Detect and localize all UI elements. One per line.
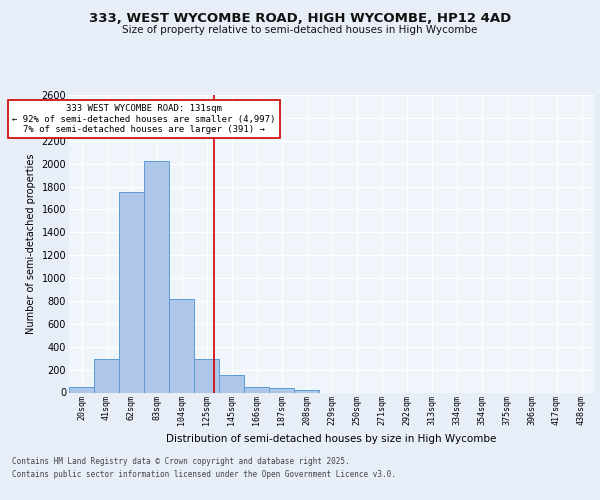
Text: Size of property relative to semi-detached houses in High Wycombe: Size of property relative to semi-detach… [122,25,478,35]
Text: Contains public sector information licensed under the Open Government Licence v3: Contains public sector information licen… [12,470,396,479]
Text: 333, WEST WYCOMBE ROAD, HIGH WYCOMBE, HP12 4AD: 333, WEST WYCOMBE ROAD, HIGH WYCOMBE, HP… [89,12,511,26]
Bar [69,387,94,392]
Bar [119,192,144,392]
X-axis label: Distribution of semi-detached houses by size in High Wycombe: Distribution of semi-detached houses by … [166,434,497,444]
Bar [144,162,169,392]
Bar [294,390,319,392]
Bar [194,360,219,392]
Y-axis label: Number of semi-detached properties: Number of semi-detached properties [26,154,36,334]
Text: 333 WEST WYCOMBE ROAD: 131sqm
← 92% of semi-detached houses are smaller (4,997)
: 333 WEST WYCOMBE ROAD: 131sqm ← 92% of s… [13,104,275,134]
Bar [219,375,244,392]
Bar [169,298,194,392]
Text: Contains HM Land Registry data © Crown copyright and database right 2025.: Contains HM Land Registry data © Crown c… [12,458,350,466]
Bar [94,360,119,392]
Bar [244,387,269,392]
Bar [269,388,294,392]
